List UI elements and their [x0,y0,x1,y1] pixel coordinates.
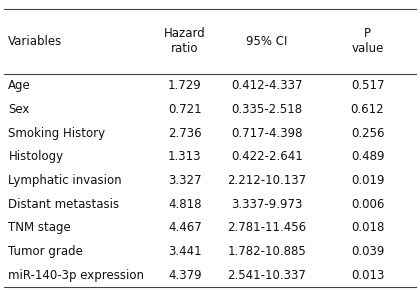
Text: 2.736: 2.736 [168,127,202,140]
Text: 0.013: 0.013 [351,269,384,282]
Text: 0.721: 0.721 [168,103,202,116]
Text: 2.541-10.337: 2.541-10.337 [227,269,306,282]
Text: 0.039: 0.039 [351,245,384,258]
Text: 0.006: 0.006 [351,198,384,211]
Text: 3.337-9.973: 3.337-9.973 [231,198,302,211]
Text: TNM stage: TNM stage [8,221,71,234]
Text: 0.489: 0.489 [351,150,384,163]
Text: 2.212-10.137: 2.212-10.137 [227,174,306,187]
Text: 0.612: 0.612 [351,103,384,116]
Text: 0.335-2.518: 0.335-2.518 [231,103,302,116]
Text: Variables: Variables [8,35,63,48]
Text: Age: Age [8,79,31,92]
Text: 1.782-10.885: 1.782-10.885 [227,245,306,258]
Text: Histology: Histology [8,150,63,163]
Text: Smoking History: Smoking History [8,127,105,140]
Text: 0.717-4.398: 0.717-4.398 [231,127,302,140]
Text: 1.729: 1.729 [168,79,202,92]
Text: 3.327: 3.327 [168,174,202,187]
Text: Tumor grade: Tumor grade [8,245,83,258]
Text: 2.781-11.456: 2.781-11.456 [227,221,306,234]
Text: 0.517: 0.517 [351,79,384,92]
Text: 95% CI: 95% CI [246,35,287,48]
Text: 4.467: 4.467 [168,221,202,234]
Text: 3.441: 3.441 [168,245,202,258]
Text: 4.379: 4.379 [168,269,202,282]
Text: P
value: P value [351,27,384,55]
Text: miR-140-3p expression: miR-140-3p expression [8,269,144,282]
Text: 1.313: 1.313 [168,150,202,163]
Text: 0.256: 0.256 [351,127,384,140]
Text: 0.422-2.641: 0.422-2.641 [231,150,302,163]
Text: 0.018: 0.018 [351,221,384,234]
Text: 0.019: 0.019 [351,174,384,187]
Text: 0.412-4.337: 0.412-4.337 [231,79,302,92]
Text: Distant metastasis: Distant metastasis [8,198,120,211]
Text: 4.818: 4.818 [168,198,202,211]
Text: Hazard
ratio: Hazard ratio [164,27,206,55]
Text: Sex: Sex [8,103,30,116]
Text: Lymphatic invasion: Lymphatic invasion [8,174,122,187]
